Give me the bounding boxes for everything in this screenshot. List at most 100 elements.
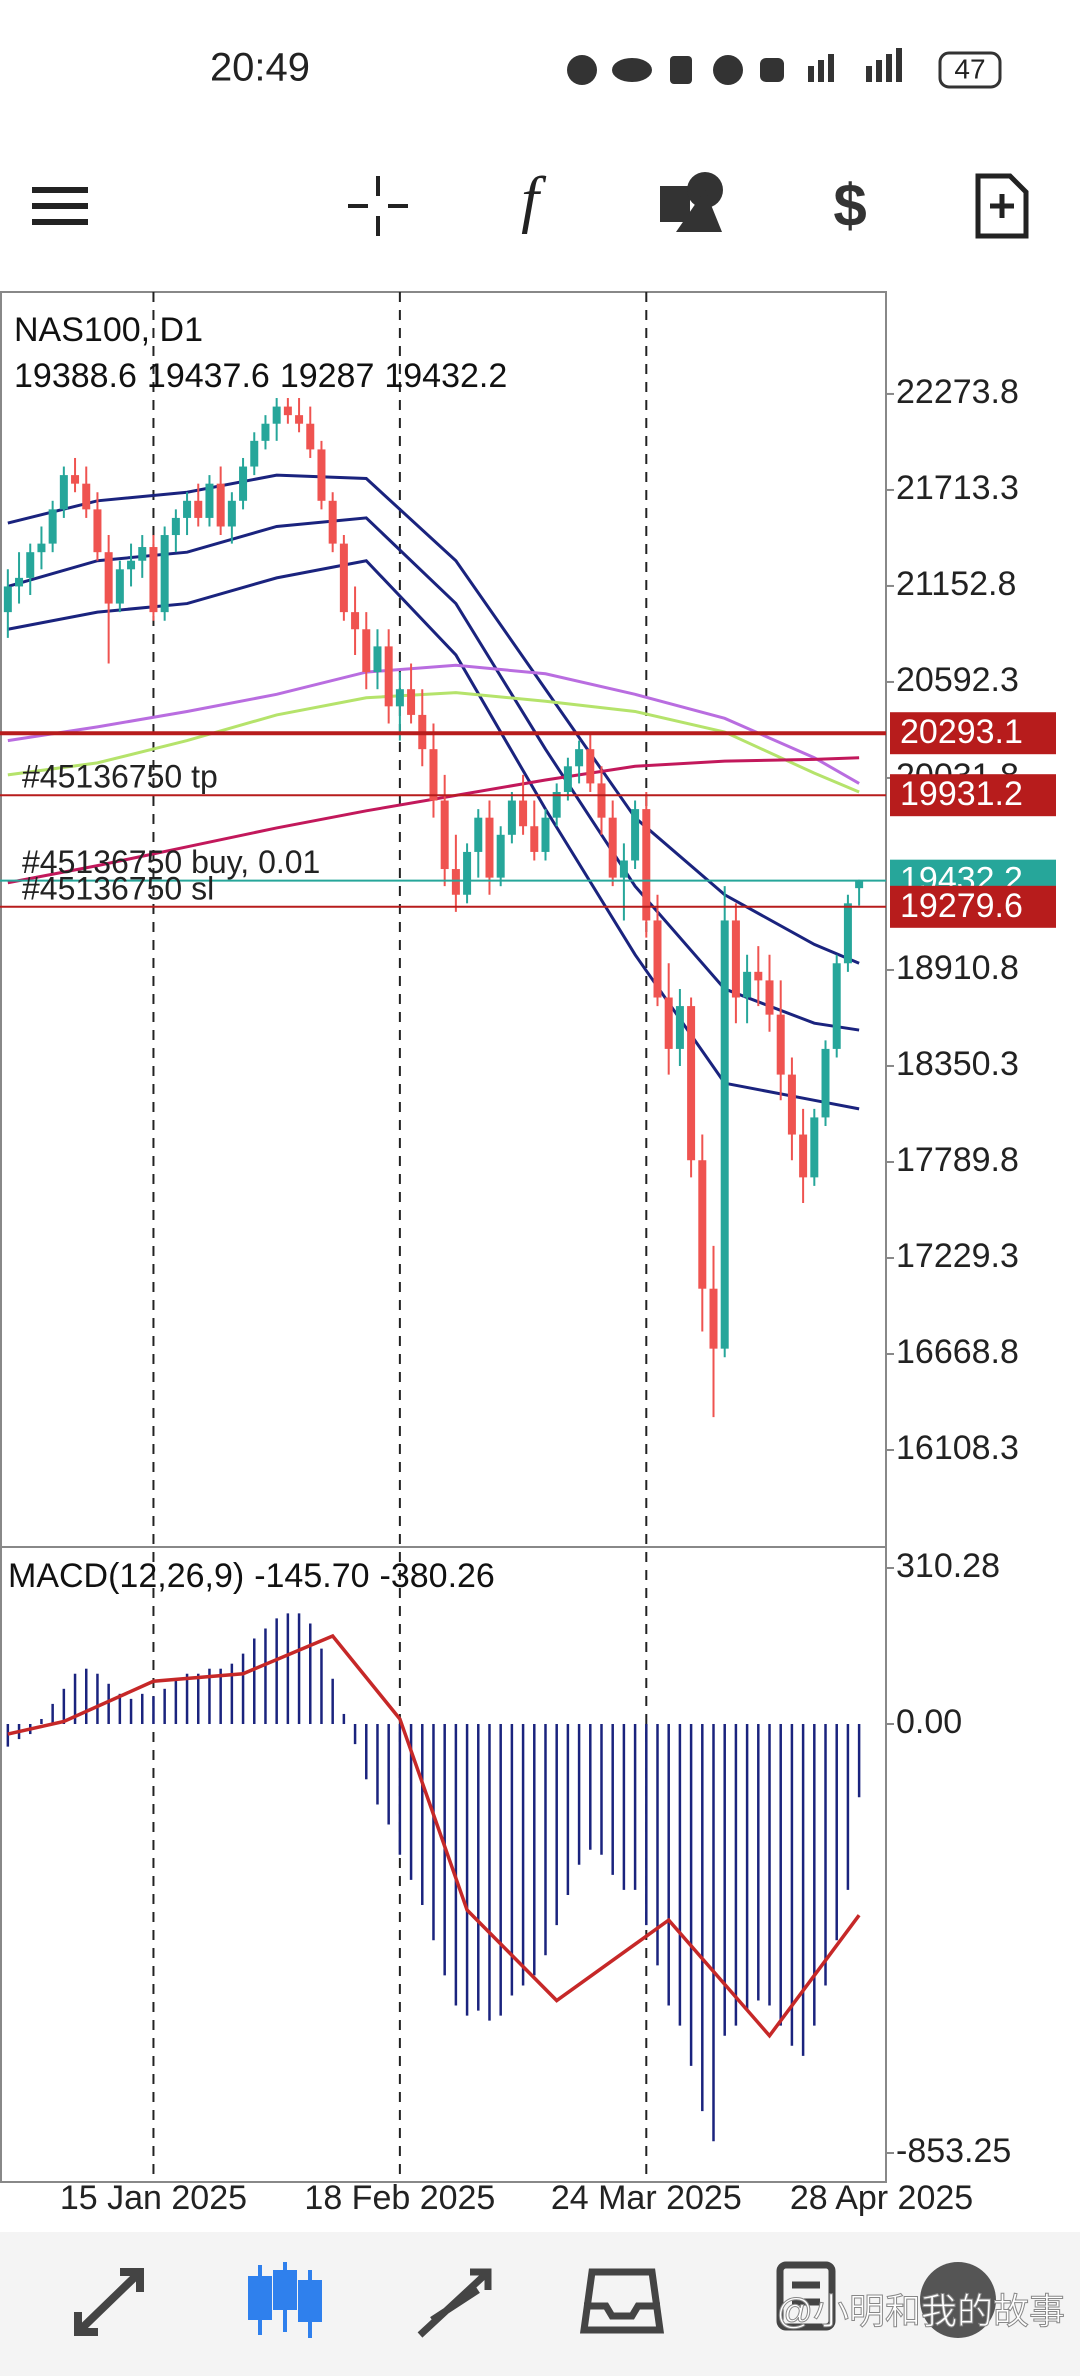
candle-body [653, 920, 662, 998]
candle-body [3, 586, 12, 613]
candle-body [239, 466, 248, 501]
trade-button[interactable]: $ [833, 172, 866, 239]
candle-body [709, 1288, 718, 1349]
bottom-nav [0, 2232, 1080, 2376]
order-label: #45136750 buy, 0.01 [22, 844, 320, 880]
candle-body [451, 869, 460, 895]
candle-body [351, 612, 360, 630]
x-tick-label: 28 Apr 2025 [790, 2179, 973, 2217]
candle-body [373, 646, 382, 673]
candle-body [37, 543, 46, 553]
macd-signal [7, 1633, 861, 2039]
candle-body [183, 500, 192, 518]
candle-body [272, 406, 281, 424]
symbol: NAS100, D1 [14, 311, 203, 349]
y-tick-label: 21713.3 [896, 469, 1019, 507]
candle-body [575, 749, 584, 767]
candle-body [530, 826, 539, 852]
candle-body [541, 817, 550, 852]
macd-value: -380.26 [380, 1557, 495, 1595]
macd-panel [0, 1546, 887, 2183]
x-tick-label: 24 Mar 2025 [551, 2179, 742, 2217]
price-box-label: 19931.2 [900, 775, 1023, 813]
candle-body [843, 903, 852, 964]
candle-body [608, 817, 617, 878]
macd-title: MACD(12,26,9) -145.70 -380.26 [8, 1557, 495, 1595]
battery [938, 51, 1002, 89]
candle-body [743, 971, 752, 998]
candle-body [205, 483, 214, 518]
ohlc: 19388.6 19437.6 19287 19432.2 [14, 357, 507, 395]
status-icons [567, 48, 902, 85]
crosshair-button[interactable] [348, 176, 408, 236]
candle-body [138, 547, 147, 561]
candle-body [787, 1074, 796, 1135]
candle-body [731, 920, 740, 998]
candle-body [440, 800, 449, 870]
x-tick-label: 18 Feb 2025 [304, 2179, 495, 2217]
candle-body [127, 560, 136, 570]
x-tick-label: 15 Jan 2025 [60, 2179, 247, 2217]
candle-body [675, 1006, 684, 1049]
candle-body [384, 646, 393, 707]
menu-button[interactable] [32, 187, 88, 225]
candle-body [586, 749, 595, 784]
candle-body [104, 552, 113, 604]
macd-value: -145.70 [254, 1557, 369, 1595]
candle-body [71, 475, 80, 484]
nav-messages[interactable] [776, 2261, 836, 2331]
candle-body [395, 689, 404, 707]
nav-trade[interactable] [417, 2268, 492, 2338]
y-tick-label: 18910.8 [896, 949, 1019, 987]
candle-body [407, 689, 416, 715]
candle-body [295, 415, 304, 424]
candle-body [250, 440, 259, 467]
nav-settings[interactable] [920, 2262, 996, 2338]
candle-body [519, 800, 528, 827]
candle-body [507, 800, 516, 835]
candle-body [698, 1160, 707, 1289]
objects-button[interactable] [660, 172, 723, 232]
candle-body [485, 817, 494, 878]
candle-body [339, 543, 348, 613]
candle-body [765, 980, 774, 1015]
new-order-button[interactable] [975, 173, 1029, 239]
candle-body [115, 569, 124, 604]
nav-quotes[interactable] [74, 2268, 144, 2336]
candle-body [799, 1134, 808, 1178]
candle-body [93, 509, 102, 553]
candle-body [720, 920, 729, 1349]
nav-history[interactable] [579, 2268, 665, 2334]
chart: 22273.821713.321152.820592.320031.818910… [0, 291, 1056, 2217]
candle-body [563, 766, 572, 792]
y-tick-label: 17229.3 [896, 1237, 1019, 1275]
ohlc-value: 19432.2 [384, 357, 507, 395]
watermark: @小明和我的故事 [776, 2291, 1065, 2332]
candle-body [283, 406, 292, 416]
macd-name: MACD(12,26,9) [8, 1557, 244, 1595]
candle-body [317, 449, 326, 501]
candle-body [171, 517, 180, 536]
candle-body [552, 791, 561, 818]
candle-body [631, 809, 640, 861]
y-tick-label: 16668.8 [896, 1333, 1019, 1371]
order-label: #45136750 sl [22, 870, 214, 906]
price-box [890, 774, 1056, 817]
y-tick-label: 21152.8 [896, 565, 1016, 603]
candle-body [216, 483, 225, 527]
candle-body [776, 1014, 785, 1075]
indicator-line [7, 691, 860, 794]
y-tick-label: 22273.8 [896, 373, 1019, 411]
candle-body [261, 423, 270, 441]
candle-body [821, 1048, 830, 1118]
price-box [890, 712, 1056, 755]
clock: 20:49 [210, 46, 310, 90]
candle-body [810, 1117, 819, 1178]
candle-body [15, 577, 24, 587]
candle-body [832, 963, 841, 1049]
nav-chart[interactable] [248, 2262, 322, 2338]
candle-body [642, 809, 651, 921]
